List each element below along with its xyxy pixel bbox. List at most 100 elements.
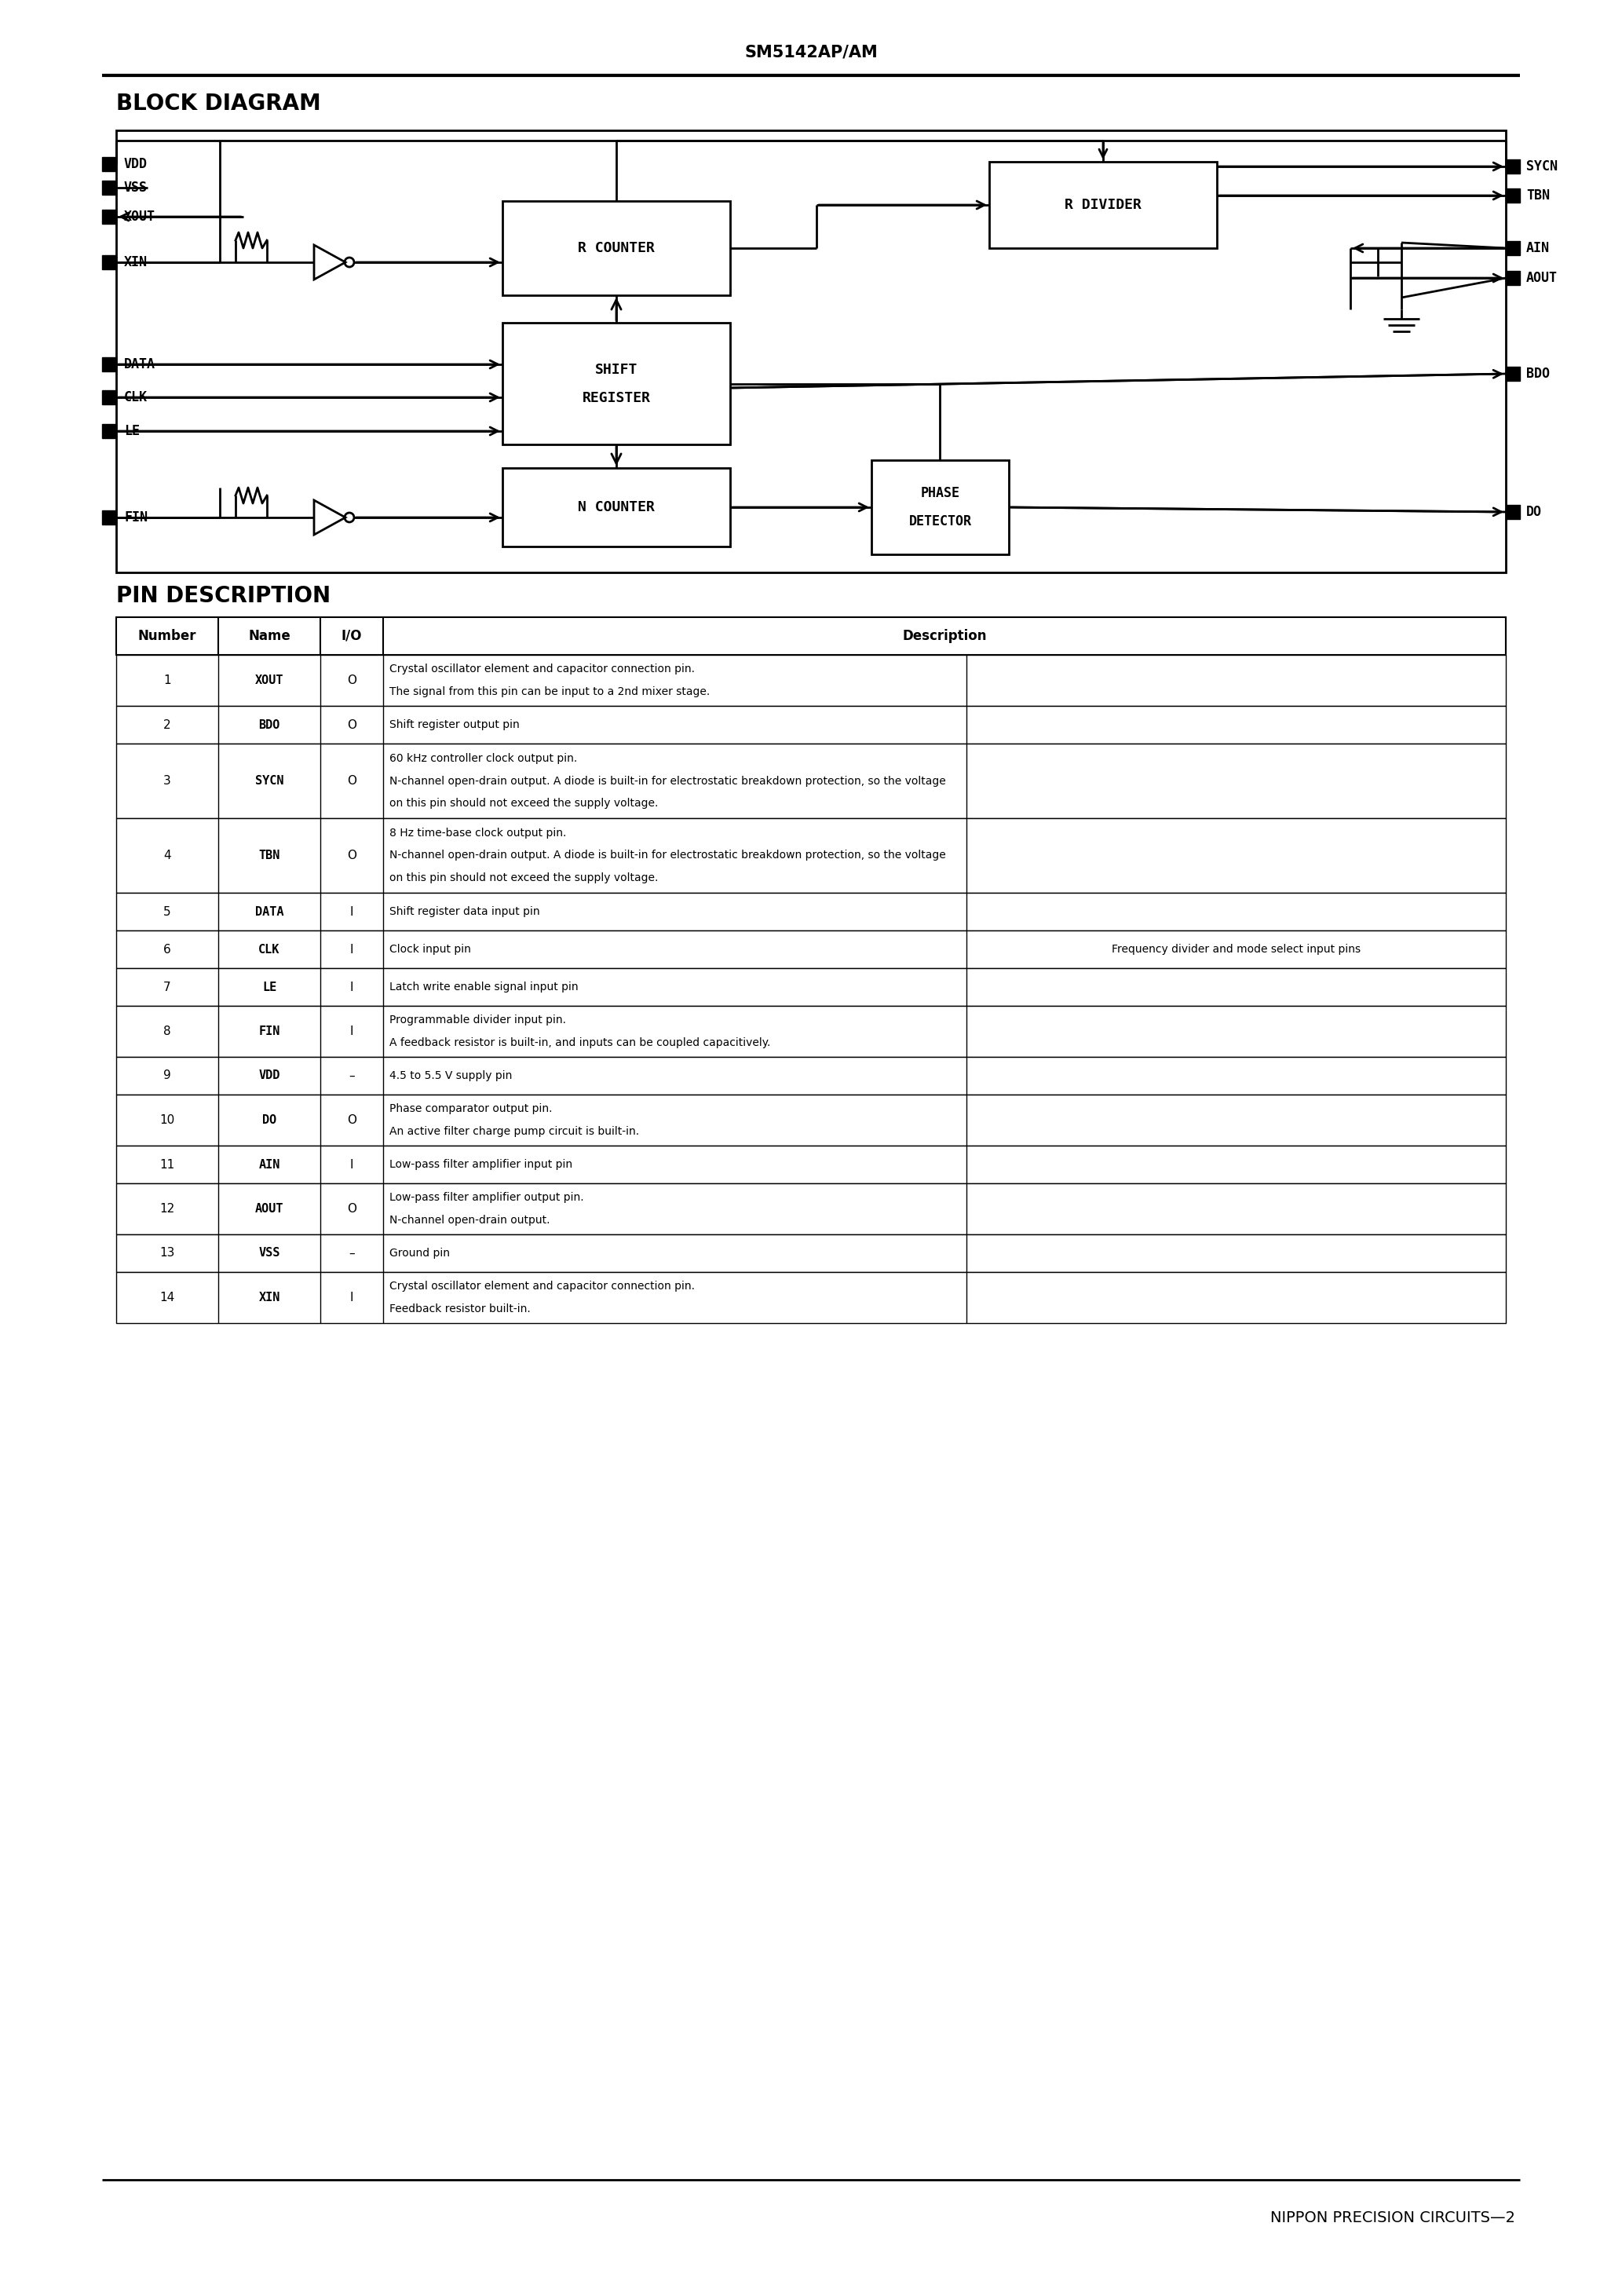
Text: A feedback resistor is built-in, and inputs can be coupled capacitively.: A feedback resistor is built-in, and inp… [389,1038,770,1047]
Text: XOUT: XOUT [255,675,284,687]
Bar [102,425,117,439]
Bar [117,1182,1505,1235]
Bar [117,744,1505,817]
Text: Shift register output pin: Shift register output pin [389,719,519,730]
Text: TBN: TBN [1526,188,1549,202]
Text: Latch write enable signal input pin: Latch write enable signal input pin [389,980,579,992]
Text: Low-pass filter amplifier output pin.: Low-pass filter amplifier output pin. [389,1192,584,1203]
Text: BDO: BDO [258,719,281,730]
Text: VDD: VDD [123,156,148,172]
Bar [1505,241,1520,255]
Text: N-channel open-drain output. A diode is built-in for electrostatic breakdown pro: N-channel open-drain output. A diode is … [389,850,946,861]
Text: DO: DO [1526,505,1543,519]
Text: 3: 3 [164,776,170,788]
Bar [117,1235,1505,1272]
Text: 14: 14 [159,1293,175,1304]
Text: BLOCK DIAGRAM: BLOCK DIAGRAM [117,92,321,115]
Text: 4: 4 [164,850,170,861]
Text: Crystal oscillator element and capacitor connection pin.: Crystal oscillator element and capacitor… [389,664,694,675]
Text: TBN: TBN [258,850,281,861]
Bar [989,161,1216,248]
Text: R COUNTER: R COUNTER [577,241,655,255]
Text: Number: Number [138,629,196,643]
Text: I: I [350,905,354,918]
Text: Ground pin: Ground pin [389,1247,449,1258]
Text: O: O [347,776,357,788]
Text: –: – [349,1070,355,1081]
Text: SHIFT: SHIFT [595,363,637,377]
Text: LE: LE [263,980,276,992]
Bar [102,390,117,404]
Text: on this pin should not exceed the supply voltage.: on this pin should not exceed the supply… [389,872,659,884]
Text: XOUT: XOUT [123,209,156,223]
Text: CLK: CLK [258,944,281,955]
Bar [102,510,117,523]
Text: Crystal oscillator element and capacitor connection pin.: Crystal oscillator element and capacitor… [389,1281,694,1293]
Text: VSS: VSS [258,1247,281,1258]
Text: DATA: DATA [255,905,284,918]
Text: N COUNTER: N COUNTER [577,501,655,514]
Bar [102,181,117,195]
Bar [871,459,1009,553]
Text: 13: 13 [159,1247,175,1258]
Text: AOUT: AOUT [255,1203,284,1215]
Text: O: O [347,850,357,861]
Text: N-channel open-drain output.: N-channel open-drain output. [389,1215,550,1226]
Text: AIN: AIN [258,1159,281,1171]
Bar [117,1272,1505,1322]
Text: XIN: XIN [258,1293,281,1304]
Bar [1505,367,1520,381]
Text: NIPPON PRECISION CIRCUITS—2: NIPPON PRECISION CIRCUITS—2 [1270,2211,1515,2225]
Text: O: O [347,1203,357,1215]
Text: O: O [347,719,357,730]
Text: Frequency divider and mode select input pins: Frequency divider and mode select input … [1111,944,1361,955]
Bar [117,817,1505,893]
Bar [117,618,1505,654]
Bar [117,1095,1505,1146]
Text: N-channel open-drain output. A diode is built-in for electrostatic breakdown pro: N-channel open-drain output. A diode is … [389,776,946,788]
Text: CLK: CLK [123,390,148,404]
Text: 11: 11 [159,1159,175,1171]
Text: 60 kHz controller clock output pin.: 60 kHz controller clock output pin. [389,753,577,765]
Bar [503,468,730,546]
Bar [1505,188,1520,202]
Bar [503,202,730,296]
Text: –: – [349,1247,355,1258]
Text: I: I [350,944,354,955]
Bar [1505,271,1520,285]
Text: Description: Description [902,629,986,643]
Text: 6: 6 [164,944,170,955]
Text: 9: 9 [164,1070,170,1081]
Text: Low-pass filter amplifier input pin: Low-pass filter amplifier input pin [389,1159,573,1171]
Text: An active filter charge pump circuit is built-in.: An active filter charge pump circuit is … [389,1125,639,1137]
Bar [117,1056,1505,1095]
Bar [102,358,117,372]
Bar [117,969,1505,1006]
Bar [1505,505,1520,519]
Text: FIN: FIN [258,1026,281,1038]
Bar [503,324,730,445]
Text: Clock input pin: Clock input pin [389,944,470,955]
Text: O: O [347,675,357,687]
Text: I: I [350,1293,354,1304]
Bar [117,654,1505,705]
Text: XIN: XIN [123,255,148,269]
Text: AIN: AIN [1526,241,1549,255]
Text: I: I [350,1026,354,1038]
Text: PIN DESCRIPTION: PIN DESCRIPTION [117,585,331,606]
Text: SM5142AP/AM: SM5142AP/AM [744,44,878,60]
Text: The signal from this pin can be input to a 2nd mixer stage.: The signal from this pin can be input to… [389,687,710,698]
Text: O: O [347,1114,357,1125]
Bar [1505,158,1520,174]
Bar [117,1006,1505,1056]
Text: FIN: FIN [123,510,148,523]
Text: Shift register data input pin: Shift register data input pin [389,907,540,916]
Bar [102,209,117,223]
Text: 5: 5 [164,905,170,918]
Text: Phase comparator output pin.: Phase comparator output pin. [389,1104,553,1114]
Text: 4.5 to 5.5 V supply pin: 4.5 to 5.5 V supply pin [389,1070,513,1081]
Text: Name: Name [248,629,290,643]
Bar [102,156,117,172]
Text: DATA: DATA [123,358,156,372]
Text: DETECTOR: DETECTOR [908,514,972,528]
